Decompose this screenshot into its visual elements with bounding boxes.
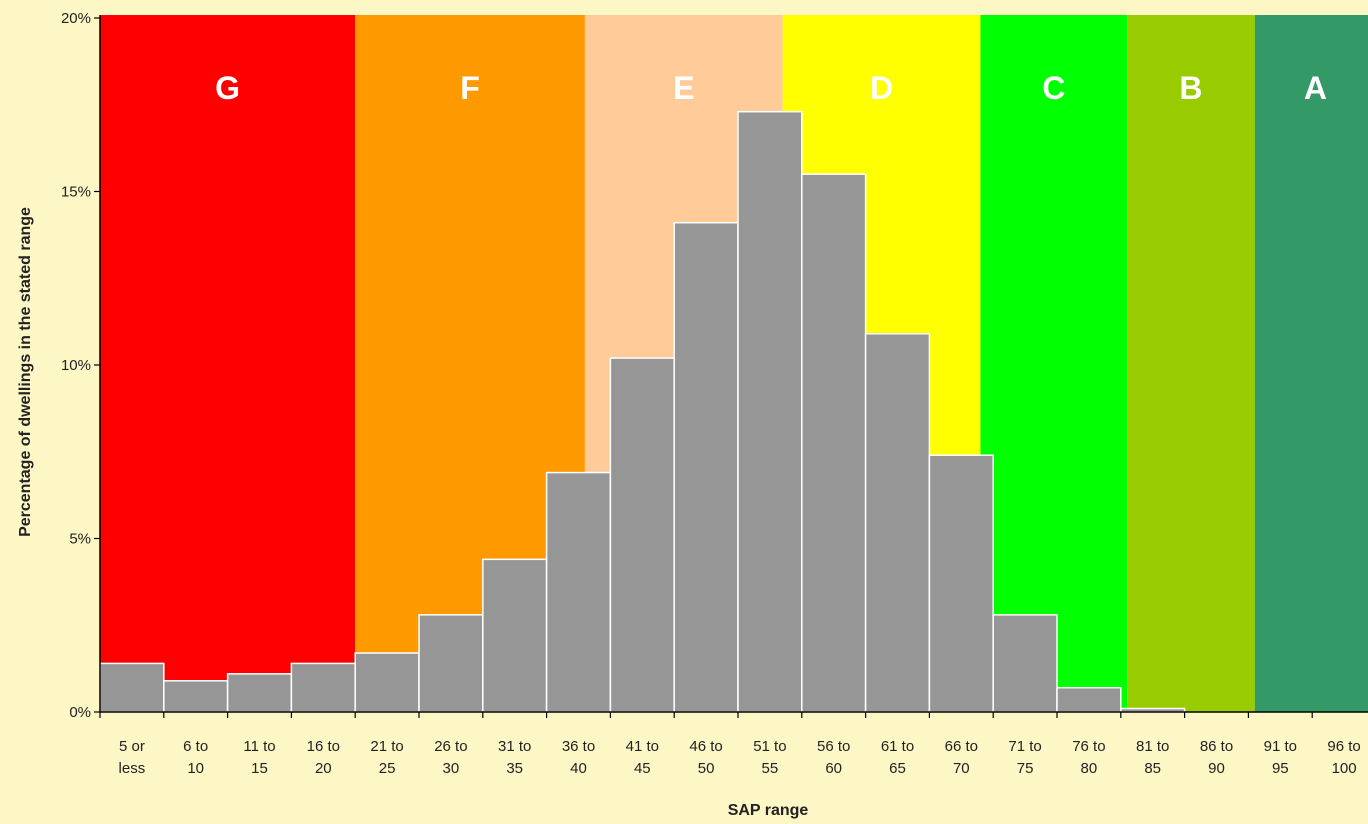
x-category-label: 81 to 85 bbox=[1136, 738, 1169, 777]
bar-3 bbox=[290, 662, 356, 713]
band-a bbox=[1254, 15, 1368, 712]
bar-4 bbox=[354, 652, 420, 713]
x-category-label: 36 to 40 bbox=[562, 738, 595, 777]
bar-6 bbox=[482, 558, 548, 713]
band-label-g: G bbox=[215, 70, 240, 106]
y-tick-label: 15% bbox=[61, 184, 91, 201]
x-category-label: 56 to 60 bbox=[817, 738, 850, 777]
x-category-label: 26 to 30 bbox=[434, 738, 467, 777]
y-tick-label: 5% bbox=[69, 531, 91, 548]
bar-13 bbox=[928, 454, 994, 713]
bar-5 bbox=[418, 614, 484, 713]
band-label-f: F bbox=[460, 70, 480, 106]
band-label-b: B bbox=[1179, 70, 1202, 106]
x-category-label: 71 to 75 bbox=[1008, 738, 1041, 777]
bar-7 bbox=[545, 471, 612, 713]
x-category-label: 31 to 35 bbox=[498, 738, 531, 777]
y-tick-label: 20% bbox=[61, 10, 91, 27]
x-category-label: 5 or less bbox=[119, 738, 146, 777]
x-category-label: 96 to 100 bbox=[1327, 738, 1360, 777]
band-label-e: E bbox=[673, 70, 694, 106]
x-category-label: 41 to 45 bbox=[626, 738, 659, 777]
x-category-label: 21 to 25 bbox=[370, 738, 403, 777]
bar-10 bbox=[737, 110, 803, 713]
x-category-label: 66 to 70 bbox=[945, 738, 978, 777]
axes bbox=[94, 15, 1368, 718]
y-tick-label: 0% bbox=[69, 704, 91, 721]
bar-series bbox=[99, 110, 1186, 713]
band-label-c: C bbox=[1042, 70, 1065, 106]
band-label-a: A bbox=[1304, 70, 1327, 106]
band-label-d: D bbox=[870, 70, 893, 106]
x-category-label: 6 to 10 bbox=[183, 738, 208, 777]
bar-9 bbox=[673, 221, 739, 713]
band-c bbox=[980, 15, 1128, 712]
y-axis-title: Percentage of dwellings in the stated ra… bbox=[17, 207, 34, 537]
band-b bbox=[1127, 15, 1255, 712]
bar-8 bbox=[609, 357, 675, 713]
band-g bbox=[100, 15, 356, 712]
bar-1 bbox=[163, 680, 229, 713]
bar-12 bbox=[864, 333, 931, 713]
x-category-label: 16 to 20 bbox=[307, 738, 340, 777]
y-tick-label: 10% bbox=[61, 357, 91, 374]
x-category-label: 61 to 65 bbox=[881, 738, 914, 777]
axis-labels: 0% 5% 10% 15% 20% 5 or less 6 to 10 11 to 15 16 to 2… bbox=[61, 10, 1361, 777]
bar-0 bbox=[99, 662, 165, 713]
x-category-label: 11 to 15 bbox=[243, 738, 275, 777]
x-category-label: 76 to 80 bbox=[1072, 738, 1105, 777]
bar-14 bbox=[992, 614, 1058, 713]
x-category-label: 91 to 95 bbox=[1264, 738, 1297, 777]
bar-15 bbox=[1056, 686, 1122, 713]
x-category-label: 86 to 90 bbox=[1200, 738, 1233, 777]
x-category-label: 51 to 55 bbox=[753, 738, 786, 777]
x-category-label: 46 to 50 bbox=[689, 738, 722, 777]
x-axis-title: SAP range bbox=[728, 802, 809, 819]
bar-11 bbox=[801, 173, 867, 713]
bar-2 bbox=[226, 673, 293, 713]
